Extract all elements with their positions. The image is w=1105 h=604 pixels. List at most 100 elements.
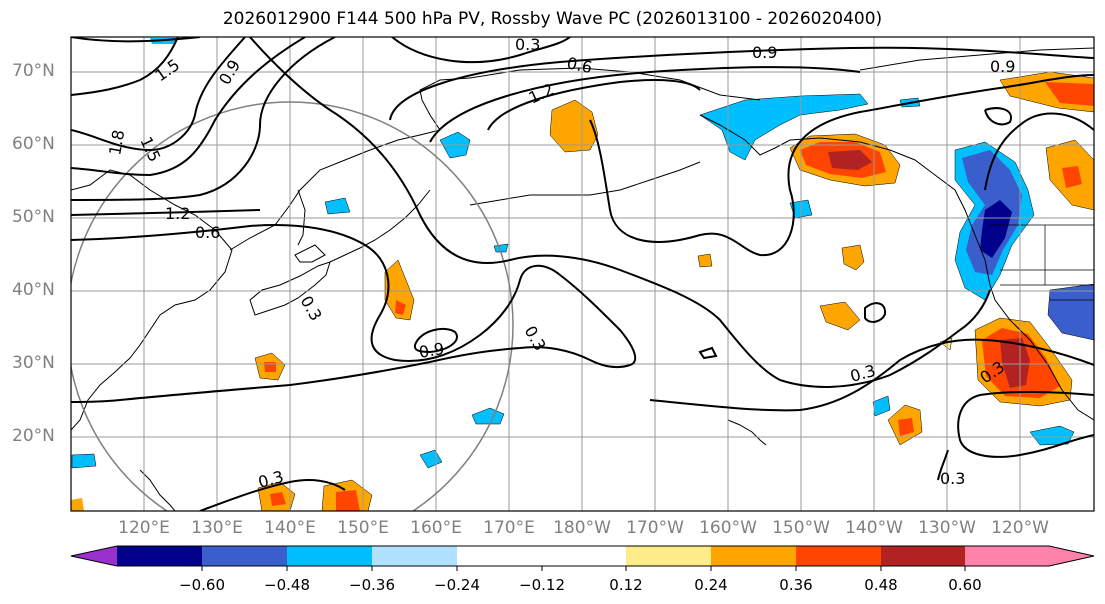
sakhalin-coastline: [297, 189, 306, 246]
colorbar-tick-label: 0.12: [609, 576, 643, 594]
lon-label: 160°E: [410, 518, 462, 538]
colorbar-bin: [881, 546, 965, 566]
colorbar-bin: [117, 546, 202, 566]
colorbar-bin: [287, 546, 372, 566]
contour-label: 0.6: [195, 223, 220, 242]
pv-contour: [391, 37, 571, 64]
anomaly-negative: [324, 197, 351, 215]
lat-label: 40°N: [12, 280, 55, 300]
hawaii-islands: [727, 419, 767, 446]
pv-contour: [429, 66, 861, 143]
anomaly-positive: [549, 99, 599, 153]
anomaly-positive: [841, 244, 865, 271]
japan-coastline: [249, 261, 331, 316]
asia-coastline: [229, 129, 441, 251]
pv-contour: [698, 346, 718, 360]
lon-label: 160°W: [699, 518, 757, 538]
anomaly-negative: [1029, 425, 1075, 446]
lat-label: 30°N: [12, 353, 55, 373]
anomaly-negative: [699, 93, 869, 161]
pv-contour: [71, 37, 201, 43]
lon-label: 120°W: [991, 518, 1049, 538]
colorbar-bin: [796, 546, 881, 566]
reference-circle: [71, 101, 514, 511]
colorbar-bin: [372, 546, 457, 566]
lat-label: 60°N: [12, 134, 55, 154]
pv-contour: [71, 37, 179, 96]
colorbar-ticks: [201, 566, 966, 571]
contour-label: 0.3: [515, 35, 540, 54]
anomaly-positive: [819, 301, 861, 331]
anomaly-shading: [71, 38, 1094, 511]
anomaly-negative-core: [980, 200, 1012, 258]
colorbar-tick-label: −0.24: [434, 576, 480, 594]
kamchatka-coastline: [419, 77, 471, 131]
colorbar-bin: [457, 546, 542, 566]
alaska-coastline: [699, 114, 1094, 421]
colorbar-bin: [711, 546, 796, 566]
pv-contour: [71, 37, 336, 201]
colorbar-tick-label: −0.36: [349, 576, 395, 594]
contour-label: 0.9: [752, 43, 777, 62]
colorbar-tick-label: 0.48: [864, 576, 898, 594]
philippines-coastline: [139, 469, 176, 511]
pv-contour: [487, 79, 701, 131]
colorbar-bin: [202, 546, 287, 566]
pv-contour: [984, 107, 1012, 126]
lat-label: 70°N: [12, 61, 55, 81]
lon-label: 130°E: [191, 518, 243, 538]
lon-label: 150°E: [337, 518, 389, 538]
colorbar-tick-label: −0.12: [519, 576, 565, 594]
lon-label: 170°E: [483, 518, 535, 538]
pv-contour: [71, 37, 306, 177]
pv-contour: [71, 223, 637, 403]
lon-label: 180°W: [553, 518, 611, 538]
colorbar-extend-left: [71, 546, 117, 566]
pv-contour: [199, 479, 346, 511]
pv-contour: [71, 37, 246, 152]
lat-label: 20°N: [12, 426, 55, 446]
lon-label: 170°W: [626, 518, 684, 538]
colorbar-bin: [542, 546, 626, 566]
coastlines: [71, 47, 1094, 511]
pv-contour: [864, 302, 887, 323]
lon-label: 150°W: [772, 518, 830, 538]
lon-label: 120°E: [118, 518, 170, 538]
anomaly-positive-mid: [336, 490, 360, 511]
pv-contour: [249, 37, 991, 388]
colorbar-outline: [70, 545, 1095, 567]
contour-label: 1.2: [165, 204, 190, 223]
anomaly-negative: [493, 243, 509, 253]
colorbar-bin: [626, 546, 711, 566]
pv-contour: [984, 112, 1094, 191]
anomaly-positive-mid: [1045, 82, 1094, 106]
colorbar-tick-label: 0.24: [694, 576, 728, 594]
colorbar-tick-label: 0.36: [779, 576, 813, 594]
pv-contour: [649, 338, 1094, 412]
lat-label: 50°N: [12, 207, 55, 227]
colorbar-tick-label: −0.48: [264, 576, 310, 594]
anomaly-positive-mid: [898, 418, 914, 436]
colorbar-bin: [965, 546, 1049, 566]
anomaly-positive-mid: [395, 300, 406, 315]
japan-coastline: [294, 244, 326, 263]
pv-contour: [957, 390, 1094, 458]
north-america-arctic-coast: [859, 47, 1094, 71]
lon-label: 140°W: [845, 518, 903, 538]
contour-label: 0.3: [940, 469, 965, 488]
anomaly-positive-core: [1000, 338, 1030, 388]
lon-label: 130°W: [918, 518, 976, 538]
contour-label: 1.8: [105, 128, 128, 156]
anomaly-positive: [697, 253, 713, 268]
asia-coastline: [71, 169, 233, 431]
anomaly-positive-mid: [270, 492, 286, 506]
anomaly-positive-mid: [1062, 166, 1082, 188]
contour-label: 0.9: [417, 339, 445, 362]
lon-label: 140°E: [264, 518, 316, 538]
contour-label: 0.6: [565, 53, 594, 77]
pv-contour: [389, 46, 1094, 121]
state-borders: [1000, 225, 1094, 301]
plot-title: 2026012900 F144 500 hPa PV, Rossby Wave …: [222, 9, 883, 29]
